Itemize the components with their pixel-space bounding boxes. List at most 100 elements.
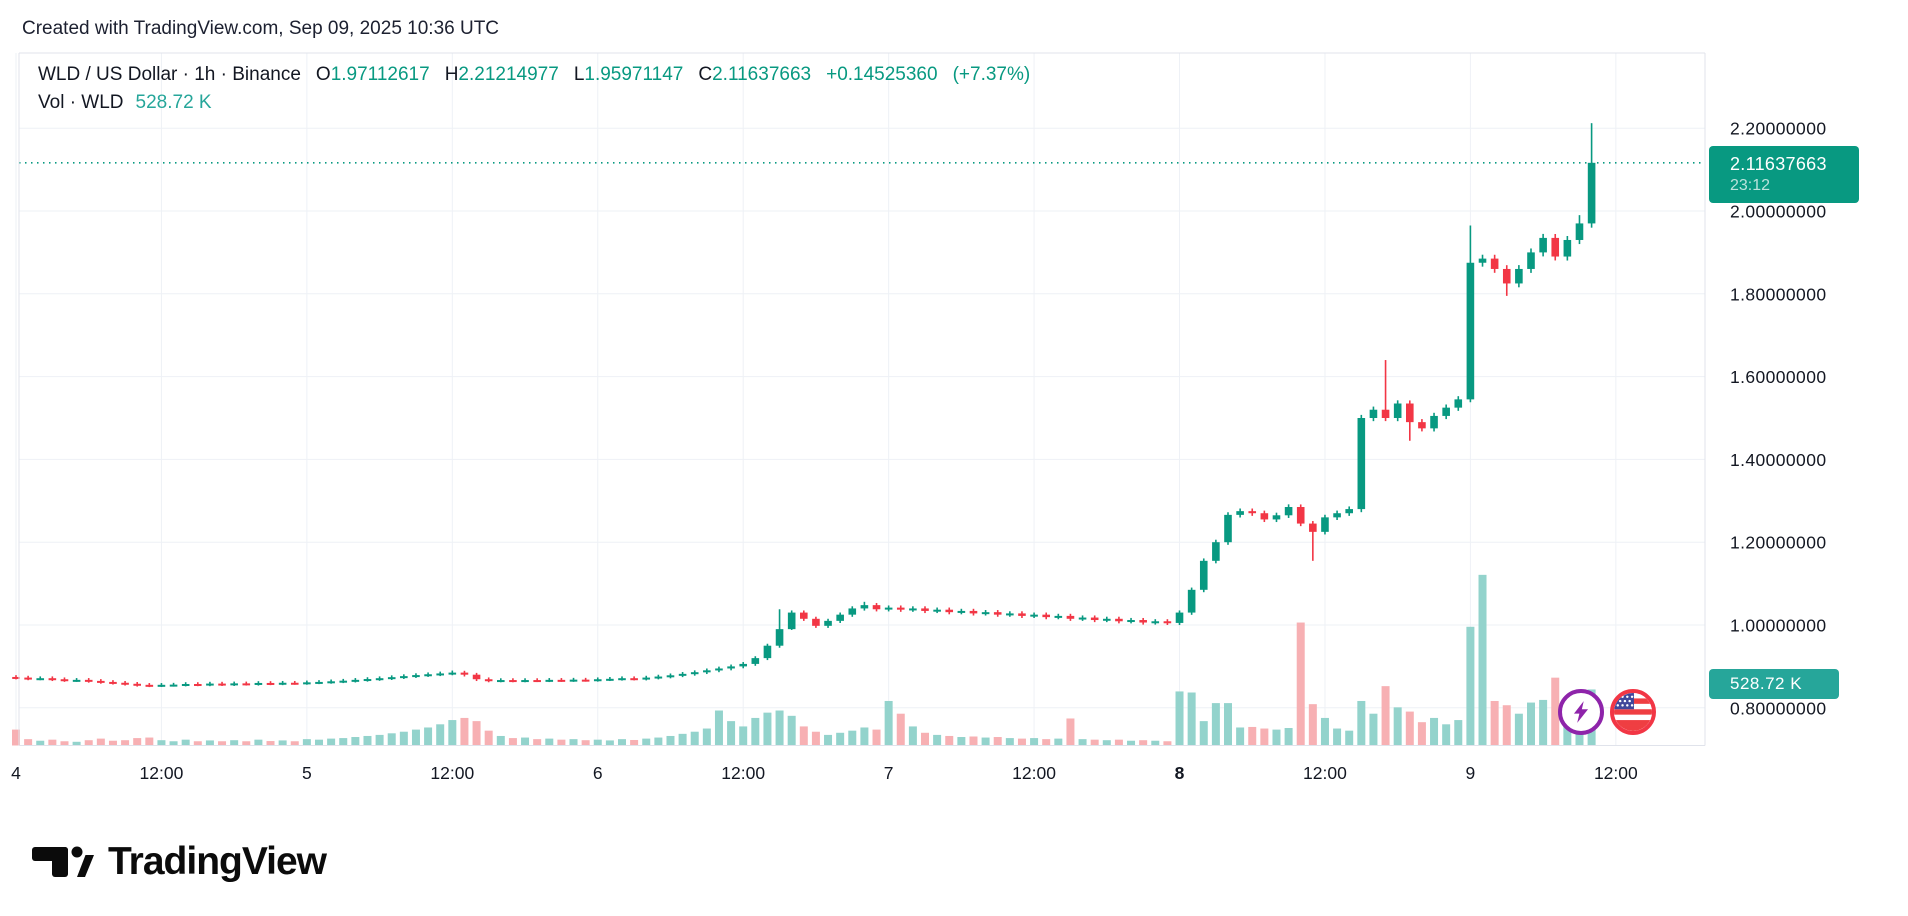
volume-bar [12,729,20,746]
time-axis-label[interactable]: 12:00 [1303,763,1347,783]
time-axis-label[interactable]: 12:00 [1012,763,1056,783]
candle-body [363,679,372,682]
time-axis-label[interactable]: 7 [884,763,894,783]
volume-bar [424,727,433,746]
volume-bar [1417,722,1426,746]
candle-body [1284,507,1293,516]
tradingview-logo[interactable]: TradingView [30,840,327,884]
candle-body [569,679,578,682]
legend-change: +0.14525360 [826,64,938,85]
candle-body [145,684,154,687]
candle-body [593,679,602,682]
last-price-badge: 2.11637663 23:12 [1709,146,1859,203]
price-axis-label[interactable]: 2.20000000 [1730,119,1826,139]
time-axis-label[interactable]: 4 [11,763,21,783]
candle-body [1321,517,1329,532]
candle-body [1066,615,1075,619]
candle-body [1224,514,1232,543]
candle-body [12,676,20,679]
candle-body [945,609,954,613]
candle-body [727,666,735,669]
candle-body [218,683,226,686]
price-axis-label[interactable]: 1.20000000 [1730,533,1826,553]
volume-bar [872,729,881,746]
volume-bar [1333,728,1342,746]
candle-body [1345,509,1353,514]
candle-body [121,682,129,685]
candle-body [194,683,202,686]
candle-body [266,682,275,685]
candle-body [484,679,493,682]
candle-body [1018,613,1026,616]
volume-bar [1345,730,1354,746]
chart-legend[interactable]: WLD / US Dollar · 1h · Binance O1.971126… [38,64,1030,86]
volume-bar [690,731,699,746]
candle-body [557,679,566,682]
candle-body [1333,513,1341,518]
tradingview-logo-text: TradingView [108,840,327,883]
volume-bar [1490,700,1499,746]
time-axis-label[interactable]: 12:00 [140,763,184,783]
candle-body [751,658,760,664]
volume-bar [1151,740,1160,746]
volume-bar [1042,739,1051,746]
legend-open: O1.97112617 [315,64,430,85]
price-axis-label[interactable]: 0.80000000 [1730,698,1826,718]
volume-bar [751,717,760,746]
volume-bar [375,734,384,746]
candle-body [1418,422,1426,429]
volume-bar [1454,720,1463,746]
volume-bar [1393,707,1402,746]
volume-bar [1175,691,1184,746]
candle-body [606,678,614,681]
symbol-title: WLD / US Dollar · 1h · Binance [38,64,301,85]
candle-body [1212,542,1220,561]
candle-body [315,681,323,684]
time-axis-label[interactable]: 12:00 [430,763,474,783]
time-axis-label[interactable]: 5 [302,763,312,783]
candle-body [327,681,335,684]
volume-bar [133,738,142,746]
candle-body [497,680,505,683]
volume-bar [642,738,651,746]
price-axis-label[interactable]: 1.40000000 [1730,450,1826,470]
time-axis-label[interactable]: 9 [1466,763,1476,783]
candle-body [1199,560,1208,590]
price-axis-label[interactable]: 1.60000000 [1730,367,1826,387]
volume-bar [36,740,45,746]
volume-legend-label: Vol · WLD [38,92,124,113]
candle-body [763,645,772,659]
candle-body [387,677,396,680]
volume-bar [121,740,130,746]
volume-bar [1357,700,1366,746]
candle-body [1163,621,1172,624]
candle-body [1369,409,1378,418]
price-axis-label[interactable]: 1.00000000 [1730,616,1826,636]
volume-bar [884,700,893,746]
time-axis-label[interactable]: 12:00 [721,763,765,783]
candle-body [1296,507,1305,524]
legend-change-pct: (+7.37%) [952,64,1031,85]
volume-bar [60,741,69,746]
volume-bar [315,739,323,746]
time-axis-label[interactable]: 12:00 [1594,763,1638,783]
candle-body [1442,407,1450,416]
price-axis-label[interactable]: 2.00000000 [1730,202,1826,222]
candle-body [1502,268,1511,284]
candle-body [169,684,178,687]
candle-body [1103,618,1111,621]
candle-body [993,612,1002,615]
candle-body [24,677,32,680]
volume-bar [351,737,360,746]
volume-bar [460,717,469,746]
price-axis-label[interactable]: 1.80000000 [1730,284,1826,304]
time-axis-label[interactable]: 8 [1175,763,1185,783]
candle-countdown: 23:12 [1730,177,1771,194]
candle-body [424,674,432,677]
candle-body [1551,237,1560,257]
volume-bar [581,740,590,746]
candle-body [1430,415,1438,429]
volume-legend[interactable]: Vol · WLD 528.72 K [38,92,212,114]
time-axis-label[interactable]: 6 [593,763,603,783]
